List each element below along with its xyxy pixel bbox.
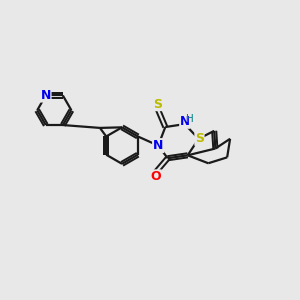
- Text: N: N: [180, 115, 190, 128]
- Text: O: O: [151, 170, 161, 183]
- Text: S: S: [195, 132, 204, 145]
- Text: N: N: [40, 89, 51, 102]
- Text: N: N: [153, 139, 164, 152]
- Text: H: H: [186, 114, 194, 124]
- Text: S: S: [153, 98, 162, 111]
- Text: N: N: [40, 89, 51, 102]
